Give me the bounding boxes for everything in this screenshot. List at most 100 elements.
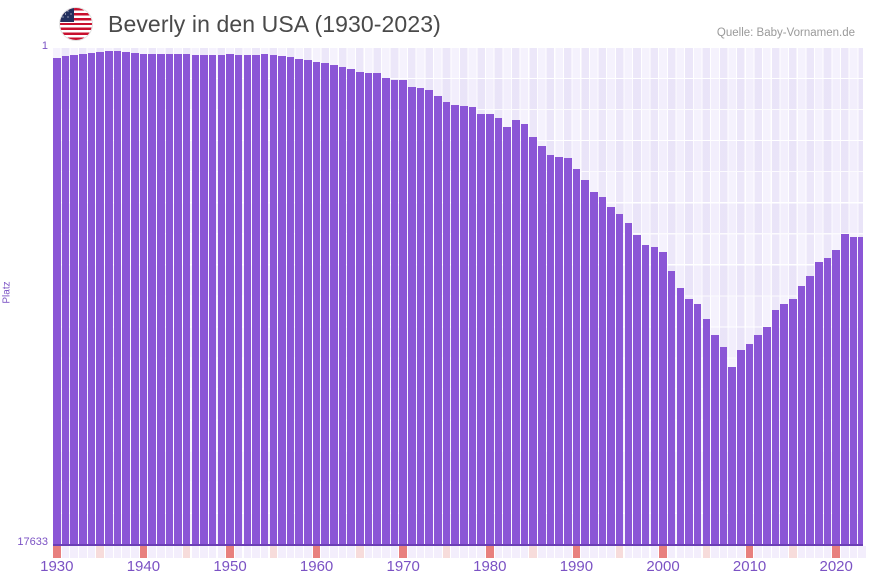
- bar[interactable]: [122, 52, 130, 545]
- bar[interactable]: [607, 207, 615, 545]
- x-tick: [139, 546, 148, 558]
- bar[interactable]: [200, 55, 208, 545]
- bar[interactable]: [581, 180, 589, 545]
- bar[interactable]: [815, 262, 823, 545]
- bar[interactable]: [70, 55, 78, 545]
- bar[interactable]: [771, 310, 780, 545]
- bar[interactable]: [676, 287, 685, 545]
- bar[interactable]: [520, 124, 529, 545]
- bar[interactable]: [408, 86, 416, 545]
- bar[interactable]: [849, 236, 858, 545]
- bar[interactable]: [425, 89, 433, 545]
- bar[interactable]: [737, 349, 745, 545]
- bar[interactable]: [416, 88, 425, 545]
- bar[interactable]: [745, 343, 754, 545]
- bar[interactable]: [321, 63, 330, 545]
- bar[interactable]: [702, 318, 711, 545]
- bar[interactable]: [641, 245, 650, 545]
- bar[interactable]: [399, 79, 407, 545]
- bar[interactable]: [486, 114, 494, 545]
- bar[interactable]: [78, 53, 87, 545]
- bar[interactable]: [529, 136, 537, 545]
- bar[interactable]: [382, 78, 390, 545]
- bar[interactable]: [789, 298, 797, 545]
- bar[interactable]: [659, 252, 667, 545]
- bar[interactable]: [806, 276, 814, 545]
- bar[interactable]: [763, 327, 771, 545]
- bar[interactable]: [373, 73, 381, 545]
- bar[interactable]: [226, 54, 234, 545]
- flag-canton: [60, 8, 74, 22]
- bar[interactable]: [537, 146, 546, 545]
- bar[interactable]: [667, 270, 676, 545]
- bar[interactable]: [797, 286, 806, 545]
- y-axis-bottom-label: 17633: [17, 536, 48, 548]
- bar[interactable]: [685, 298, 693, 545]
- bar[interactable]: [243, 54, 252, 545]
- bar[interactable]: [624, 222, 633, 545]
- bar[interactable]: [278, 56, 286, 545]
- bar[interactable]: [572, 169, 581, 545]
- bar[interactable]: [728, 366, 737, 545]
- bar[interactable]: [546, 155, 555, 545]
- bar[interactable]: [130, 52, 139, 545]
- bar[interactable]: [104, 51, 113, 545]
- bar[interactable]: [858, 236, 863, 545]
- bar[interactable]: [841, 234, 849, 545]
- bar[interactable]: [113, 51, 122, 545]
- bar[interactable]: [217, 54, 226, 545]
- bar[interactable]: [156, 54, 165, 545]
- bar[interactable]: [434, 95, 442, 545]
- bar[interactable]: [208, 54, 217, 545]
- bar[interactable]: [494, 118, 503, 545]
- bar[interactable]: [364, 73, 373, 545]
- bar[interactable]: [555, 156, 563, 545]
- bar[interactable]: [182, 54, 191, 545]
- bar[interactable]: [823, 257, 832, 545]
- bar[interactable]: [234, 54, 243, 545]
- bar[interactable]: [442, 101, 451, 545]
- x-tick: [598, 546, 607, 558]
- bar[interactable]: [139, 53, 148, 545]
- bar[interactable]: [390, 79, 399, 545]
- bar[interactable]: [295, 58, 304, 545]
- bar[interactable]: [598, 197, 607, 545]
- bar[interactable]: [286, 57, 295, 545]
- bar[interactable]: [252, 54, 260, 545]
- bar[interactable]: [589, 191, 598, 545]
- bar[interactable]: [87, 52, 96, 545]
- bar[interactable]: [356, 71, 364, 545]
- bar[interactable]: [563, 157, 572, 545]
- bar[interactable]: [719, 346, 728, 545]
- bar[interactable]: [780, 304, 789, 545]
- bar[interactable]: [338, 67, 347, 545]
- bar[interactable]: [477, 114, 485, 545]
- bar[interactable]: [312, 61, 321, 545]
- bar[interactable]: [304, 60, 312, 545]
- bar[interactable]: [711, 335, 719, 545]
- x-tick: [312, 546, 321, 558]
- bar[interactable]: [330, 64, 338, 545]
- bar[interactable]: [511, 119, 520, 545]
- bar[interactable]: [460, 106, 468, 545]
- bar[interactable]: [754, 335, 763, 545]
- bar[interactable]: [269, 55, 278, 545]
- bar[interactable]: [633, 235, 641, 545]
- bar[interactable]: [451, 105, 459, 545]
- bar[interactable]: [650, 246, 659, 545]
- bar[interactable]: [832, 249, 840, 545]
- bar[interactable]: [503, 126, 511, 545]
- bar[interactable]: [347, 69, 356, 545]
- bar[interactable]: [61, 56, 70, 545]
- bar[interactable]: [165, 54, 174, 545]
- bar[interactable]: [148, 53, 156, 545]
- bar[interactable]: [615, 214, 624, 545]
- bar[interactable]: [96, 51, 104, 545]
- bar[interactable]: [468, 107, 477, 545]
- bar[interactable]: [191, 54, 200, 545]
- x-tick: [208, 546, 217, 558]
- bar[interactable]: [693, 304, 702, 545]
- bar[interactable]: [53, 58, 61, 545]
- bar[interactable]: [260, 54, 269, 545]
- bar[interactable]: [174, 53, 182, 545]
